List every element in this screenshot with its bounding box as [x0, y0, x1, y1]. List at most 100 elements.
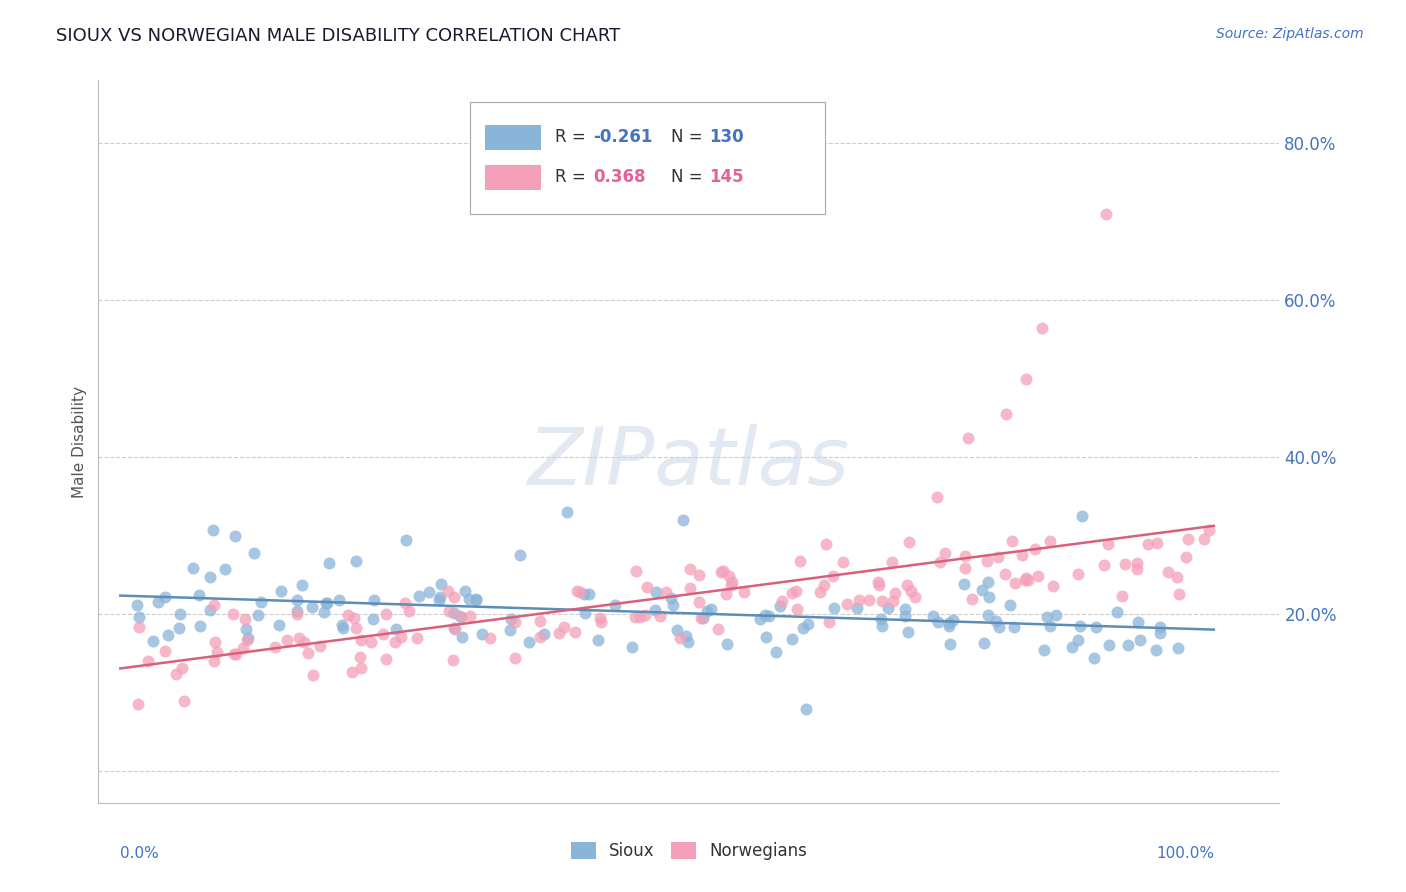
- Point: [361, 612, 384, 626]
- Point: [318, 556, 340, 570]
- Point: [232, 641, 254, 656]
- Point: [128, 610, 150, 624]
- Point: [987, 550, 1010, 565]
- Text: 100.0%: 100.0%: [1156, 847, 1213, 861]
- Point: [297, 646, 319, 660]
- Point: [389, 630, 412, 644]
- Point: [672, 513, 695, 527]
- Point: [942, 613, 965, 627]
- Point: [927, 615, 949, 629]
- Point: [155, 644, 177, 658]
- Point: [1198, 523, 1220, 537]
- Point: [395, 533, 418, 547]
- Point: [167, 621, 190, 635]
- Point: [1062, 640, 1084, 654]
- Point: [187, 588, 209, 602]
- Point: [465, 593, 488, 607]
- Point: [127, 697, 149, 711]
- Point: [624, 564, 647, 578]
- Point: [714, 587, 737, 601]
- Point: [872, 593, 894, 607]
- Point: [471, 627, 494, 641]
- Point: [264, 640, 287, 654]
- Point: [769, 599, 792, 613]
- Point: [882, 594, 904, 608]
- Point: [700, 602, 723, 616]
- Point: [1070, 509, 1092, 524]
- Point: [1092, 558, 1115, 572]
- Point: [1166, 570, 1188, 584]
- Point: [733, 585, 755, 599]
- Point: [430, 577, 453, 591]
- Point: [898, 534, 921, 549]
- Point: [270, 584, 292, 599]
- Point: [247, 608, 270, 623]
- Point: [509, 549, 531, 563]
- Point: [1026, 569, 1049, 583]
- Point: [938, 619, 960, 633]
- Point: [655, 585, 678, 599]
- Point: [436, 584, 458, 599]
- Point: [636, 580, 658, 594]
- Point: [846, 600, 869, 615]
- Point: [181, 560, 204, 574]
- Point: [578, 586, 600, 600]
- Point: [443, 622, 465, 636]
- Point: [1069, 618, 1091, 632]
- Point: [676, 634, 699, 648]
- Point: [586, 633, 609, 648]
- Point: [688, 595, 710, 609]
- Point: [953, 561, 976, 575]
- Point: [498, 623, 520, 637]
- Point: [821, 569, 844, 583]
- Point: [340, 665, 363, 679]
- Point: [349, 661, 371, 675]
- Point: [408, 589, 430, 603]
- Point: [858, 593, 880, 607]
- Point: [287, 631, 309, 645]
- Point: [792, 621, 814, 635]
- Point: [927, 490, 949, 504]
- Point: [501, 612, 523, 626]
- Point: [350, 632, 373, 647]
- Point: [330, 618, 353, 632]
- Point: [533, 627, 555, 641]
- Point: [205, 644, 228, 658]
- Text: -0.261: -0.261: [593, 128, 652, 146]
- Point: [679, 581, 702, 595]
- Point: [285, 607, 308, 621]
- Point: [505, 651, 527, 665]
- Point: [1004, 576, 1026, 591]
- Point: [443, 620, 465, 634]
- Point: [269, 618, 291, 632]
- Text: R =: R =: [555, 128, 592, 146]
- Point: [1098, 638, 1121, 652]
- Point: [934, 546, 956, 560]
- Point: [449, 609, 471, 624]
- Point: [308, 640, 330, 654]
- Point: [1111, 589, 1133, 603]
- Point: [529, 630, 551, 644]
- Point: [1067, 632, 1090, 647]
- Point: [1017, 573, 1039, 587]
- Point: [548, 626, 571, 640]
- Point: [665, 623, 688, 637]
- Point: [872, 619, 894, 633]
- Y-axis label: Male Disability: Male Disability: [72, 385, 87, 498]
- Point: [1136, 537, 1159, 551]
- Point: [1094, 207, 1116, 221]
- Point: [202, 598, 225, 612]
- Point: [188, 618, 211, 632]
- Point: [349, 650, 371, 665]
- Point: [170, 661, 193, 675]
- Point: [457, 592, 479, 607]
- Point: [1001, 533, 1024, 548]
- Point: [876, 600, 898, 615]
- Point: [977, 574, 1000, 589]
- Point: [659, 591, 682, 605]
- Point: [374, 652, 396, 666]
- Point: [437, 604, 460, 618]
- Point: [1146, 536, 1168, 550]
- Point: [337, 608, 360, 623]
- Text: 145: 145: [709, 168, 744, 186]
